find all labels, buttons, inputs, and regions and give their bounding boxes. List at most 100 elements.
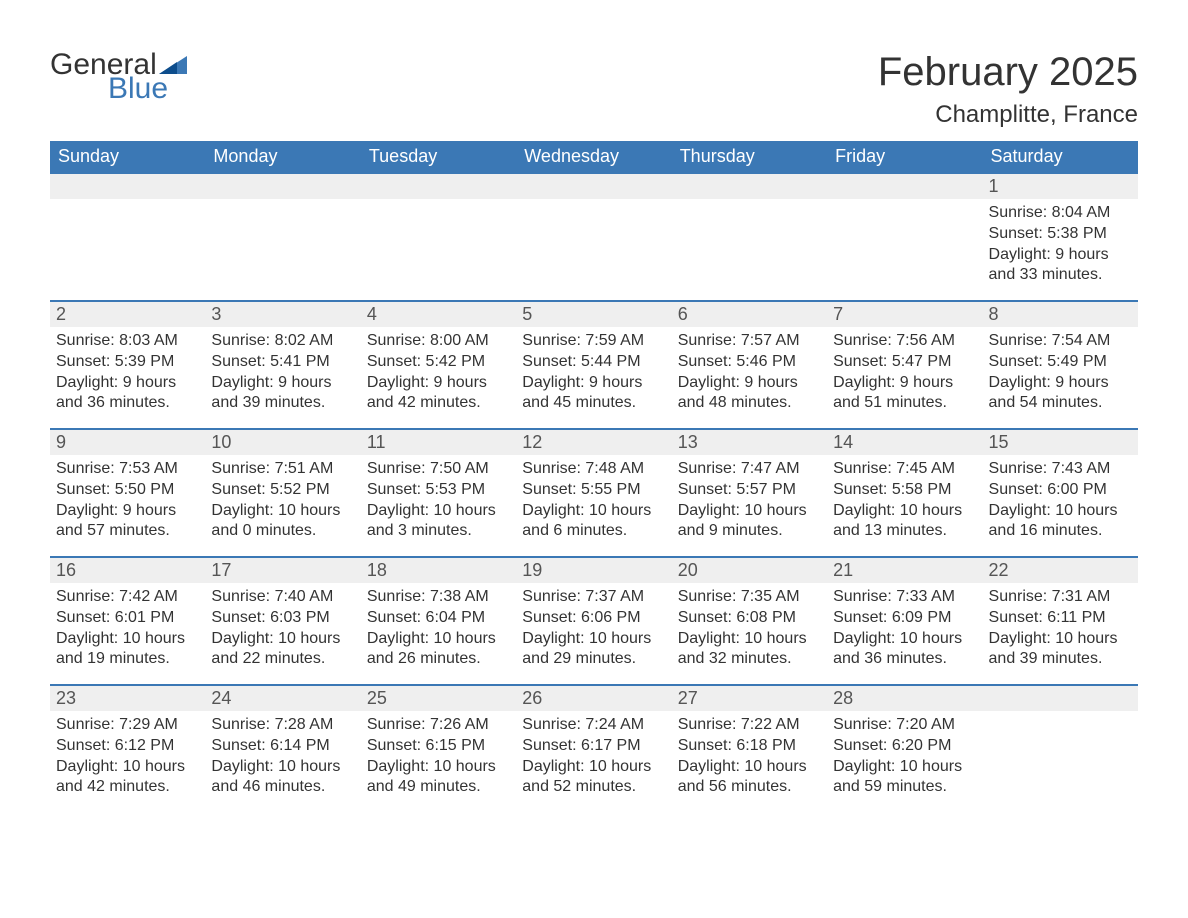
day-content-cell: Sunrise: 8:03 AMSunset: 5:39 PMDaylight:… xyxy=(50,327,205,429)
day-number-cell: 27 xyxy=(672,685,827,711)
sunrise-text: Sunrise: 8:03 AM xyxy=(56,331,199,352)
day-content-cell xyxy=(50,199,205,301)
day-number-cell: 17 xyxy=(205,557,360,583)
daylight1-text: Daylight: 10 hours xyxy=(833,629,976,650)
sunrise-text: Sunrise: 7:37 AM xyxy=(522,587,665,608)
sunrise-text: Sunrise: 7:35 AM xyxy=(678,587,821,608)
day-content-cell: Sunrise: 7:33 AMSunset: 6:09 PMDaylight:… xyxy=(827,583,982,685)
day-number: 23 xyxy=(56,688,76,708)
daylight2-text: and 26 minutes. xyxy=(367,649,510,670)
sunrise-text: Sunrise: 7:47 AM xyxy=(678,459,821,480)
daylight1-text: Daylight: 10 hours xyxy=(522,757,665,778)
daylight2-text: and 6 minutes. xyxy=(522,521,665,542)
sunset-text: Sunset: 5:50 PM xyxy=(56,480,199,501)
daylight1-text: Daylight: 10 hours xyxy=(678,629,821,650)
daylight2-text: and 16 minutes. xyxy=(989,521,1132,542)
sunrise-text: Sunrise: 7:22 AM xyxy=(678,715,821,736)
week-daynum-row: 9101112131415 xyxy=(50,429,1138,455)
daylight2-text: and 39 minutes. xyxy=(989,649,1132,670)
daylight1-text: Daylight: 9 hours xyxy=(56,501,199,522)
sunset-text: Sunset: 5:53 PM xyxy=(367,480,510,501)
daylight2-text: and 33 minutes. xyxy=(989,265,1132,286)
daylight1-text: Daylight: 9 hours xyxy=(522,373,665,394)
day-content-cell: Sunrise: 7:51 AMSunset: 5:52 PMDaylight:… xyxy=(205,455,360,557)
sunset-text: Sunset: 5:41 PM xyxy=(211,352,354,373)
sunrise-text: Sunrise: 7:54 AM xyxy=(989,331,1132,352)
day-number-cell: 1 xyxy=(983,173,1138,199)
day-content-cell: Sunrise: 7:50 AMSunset: 5:53 PMDaylight:… xyxy=(361,455,516,557)
day-number-cell: 23 xyxy=(50,685,205,711)
day-number: 5 xyxy=(522,304,532,324)
day-number: 13 xyxy=(678,432,698,452)
day-content-cell: Sunrise: 7:59 AMSunset: 5:44 PMDaylight:… xyxy=(516,327,671,429)
day-number-cell: 3 xyxy=(205,301,360,327)
day-number-cell: 15 xyxy=(983,429,1138,455)
day-number-cell: 13 xyxy=(672,429,827,455)
brand-logo: General Blue xyxy=(50,50,187,104)
week-daynum-row: 232425262728 xyxy=(50,685,1138,711)
sunrise-text: Sunrise: 7:29 AM xyxy=(56,715,199,736)
daylight1-text: Daylight: 10 hours xyxy=(367,757,510,778)
daylight1-text: Daylight: 10 hours xyxy=(367,501,510,522)
daylight1-text: Daylight: 10 hours xyxy=(522,629,665,650)
daylight1-text: Daylight: 10 hours xyxy=(833,501,976,522)
day-number-cell: 6 xyxy=(672,301,827,327)
daylight1-text: Daylight: 9 hours xyxy=(989,373,1132,394)
day-header: Monday xyxy=(205,141,360,173)
day-number: 2 xyxy=(56,304,66,324)
day-number: 14 xyxy=(833,432,853,452)
day-content-cell: Sunrise: 7:29 AMSunset: 6:12 PMDaylight:… xyxy=(50,711,205,813)
daylight1-text: Daylight: 10 hours xyxy=(678,757,821,778)
day-number-cell: 28 xyxy=(827,685,982,711)
day-number: 1 xyxy=(989,176,999,196)
daylight2-text: and 42 minutes. xyxy=(56,777,199,798)
day-number: 18 xyxy=(367,560,387,580)
day-content-cell: Sunrise: 7:54 AMSunset: 5:49 PMDaylight:… xyxy=(983,327,1138,429)
sunset-text: Sunset: 6:14 PM xyxy=(211,736,354,757)
day-content-cell: Sunrise: 7:37 AMSunset: 6:06 PMDaylight:… xyxy=(516,583,671,685)
daylight2-text: and 3 minutes. xyxy=(367,521,510,542)
day-number-cell: 2 xyxy=(50,301,205,327)
day-number: 26 xyxy=(522,688,542,708)
day-number-cell: 9 xyxy=(50,429,205,455)
day-number: 8 xyxy=(989,304,999,324)
daylight2-text: and 19 minutes. xyxy=(56,649,199,670)
sunset-text: Sunset: 6:11 PM xyxy=(989,608,1132,629)
daylight2-text: and 42 minutes. xyxy=(367,393,510,414)
day-content-cell: Sunrise: 7:28 AMSunset: 6:14 PMDaylight:… xyxy=(205,711,360,813)
sunset-text: Sunset: 5:55 PM xyxy=(522,480,665,501)
daylight1-text: Daylight: 10 hours xyxy=(678,501,821,522)
sunrise-text: Sunrise: 8:02 AM xyxy=(211,331,354,352)
daylight1-text: Daylight: 10 hours xyxy=(367,629,510,650)
daylight1-text: Daylight: 10 hours xyxy=(522,501,665,522)
daylight1-text: Daylight: 9 hours xyxy=(989,245,1132,266)
sunrise-text: Sunrise: 7:40 AM xyxy=(211,587,354,608)
daylight2-text: and 48 minutes. xyxy=(678,393,821,414)
location-label: Champlitte, France xyxy=(878,101,1138,129)
logo-text-blue: Blue xyxy=(108,74,187,104)
daylight1-text: Daylight: 9 hours xyxy=(833,373,976,394)
day-content-cell: Sunrise: 7:24 AMSunset: 6:17 PMDaylight:… xyxy=(516,711,671,813)
sunset-text: Sunset: 5:44 PM xyxy=(522,352,665,373)
sunset-text: Sunset: 6:06 PM xyxy=(522,608,665,629)
day-number: 4 xyxy=(367,304,377,324)
daylight1-text: Daylight: 10 hours xyxy=(989,501,1132,522)
sunset-text: Sunset: 6:09 PM xyxy=(833,608,976,629)
day-content-cell: Sunrise: 7:45 AMSunset: 5:58 PMDaylight:… xyxy=(827,455,982,557)
day-number-cell: 19 xyxy=(516,557,671,583)
day-number: 28 xyxy=(833,688,853,708)
sunset-text: Sunset: 6:01 PM xyxy=(56,608,199,629)
day-content-cell xyxy=(672,199,827,301)
sunset-text: Sunset: 5:58 PM xyxy=(833,480,976,501)
sunset-text: Sunset: 6:12 PM xyxy=(56,736,199,757)
sunset-text: Sunset: 6:03 PM xyxy=(211,608,354,629)
day-content-cell xyxy=(827,199,982,301)
sunset-text: Sunset: 5:42 PM xyxy=(367,352,510,373)
sunset-text: Sunset: 6:04 PM xyxy=(367,608,510,629)
sunset-text: Sunset: 5:57 PM xyxy=(678,480,821,501)
week-daynum-row: 2345678 xyxy=(50,301,1138,327)
week-daynum-row: 16171819202122 xyxy=(50,557,1138,583)
daylight1-text: Daylight: 10 hours xyxy=(56,629,199,650)
week-content-row: Sunrise: 8:03 AMSunset: 5:39 PMDaylight:… xyxy=(50,327,1138,429)
daylight1-text: Daylight: 10 hours xyxy=(211,757,354,778)
